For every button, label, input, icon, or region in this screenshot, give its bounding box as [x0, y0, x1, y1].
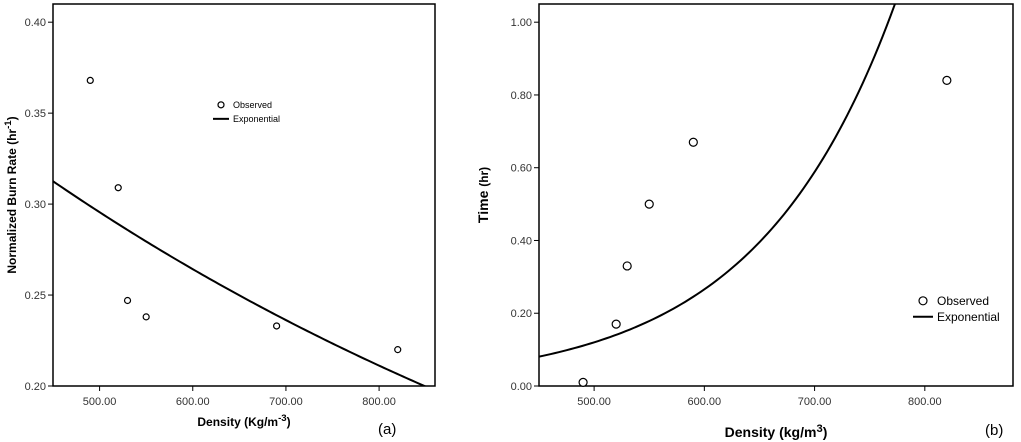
panel-label: (a) — [378, 421, 396, 438]
x-tick-label: 500.00 — [577, 396, 611, 408]
y-tick-label: 0.20 — [25, 381, 46, 393]
legend-observed-marker — [217, 101, 225, 109]
x-tick-label: 500.00 — [83, 396, 117, 408]
plot-frame-b — [538, 3, 1014, 387]
exponential-fit-line — [53, 180, 427, 386]
y-tick-label: 0.40 — [511, 235, 532, 247]
legend-observed-label: Observed — [937, 294, 989, 308]
observed-point — [644, 199, 654, 209]
legend-observed-marker — [918, 296, 928, 306]
legend-observed-label: Observed — [233, 100, 272, 110]
y-tick-label: 0.30 — [25, 199, 46, 211]
exponential-fit-line — [539, 4, 896, 358]
observed-point — [578, 377, 588, 387]
legend-exponential-label: Exponential — [233, 114, 280, 124]
x-axis-label: Density (kg/m3) — [725, 423, 828, 440]
observed-point — [394, 346, 402, 354]
observed-point — [114, 184, 122, 192]
observed-point — [622, 261, 632, 271]
y-tick-label: 0.00 — [511, 381, 532, 393]
legend-exponential-label: Exponential — [937, 310, 1000, 324]
x-tick-label: 600.00 — [176, 396, 210, 408]
y-tick-label: 0.60 — [511, 163, 532, 175]
observed-point — [942, 75, 952, 86]
y-tick-label: 0.25 — [25, 290, 46, 302]
y-axis-label: Normalized Burn Rate (hr-1) — [3, 116, 19, 273]
y-tick-label: 1.00 — [511, 17, 532, 29]
y-tick-label: 0.80 — [511, 90, 532, 102]
y-tick-label: 0.40 — [25, 17, 46, 29]
observed-point — [273, 322, 281, 330]
panel-label: (b) — [985, 422, 1003, 439]
observed-point — [123, 296, 132, 305]
x-tick-label: 700.00 — [269, 396, 303, 408]
x-tick-label: 600.00 — [688, 396, 722, 408]
x-tick-label: 700.00 — [798, 396, 832, 408]
chart-b: 0.00 0.20 0.40 0.60 0.80 1.00 500.00 600.00 700.… — [475, 3, 1014, 440]
chart-a: 0.20 0.25 0.30 0.35 0.40 500.00 600.00 700.00 80… — [3, 3, 436, 438]
observed-point — [688, 137, 698, 147]
observed-point — [142, 313, 150, 321]
plot-frame-a — [52, 3, 436, 387]
x-tick-label: 800.00 — [362, 396, 396, 408]
observed-point — [611, 319, 621, 329]
y-tick-label: 0.35 — [25, 108, 46, 120]
observed-point — [86, 76, 94, 85]
y-tick-label: 0.20 — [511, 308, 532, 320]
x-axis-label: Density (Kg/m-3) — [197, 413, 290, 429]
y-axis-label: Time (hr) — [475, 167, 491, 223]
x-tick-label: 800.00 — [908, 396, 942, 408]
